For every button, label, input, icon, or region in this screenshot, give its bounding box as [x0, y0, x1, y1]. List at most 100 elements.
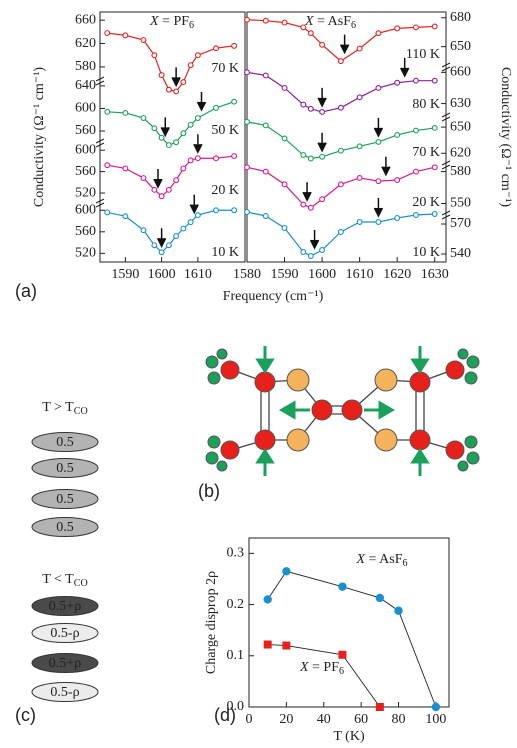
data-point [173, 88, 180, 95]
data-point [165, 86, 172, 93]
data-point [394, 131, 401, 138]
data-point [394, 79, 401, 86]
state-title: T > TCO [42, 400, 88, 417]
y-tick-label: 600 [75, 142, 96, 157]
data-point [281, 135, 288, 142]
data-point [173, 139, 180, 146]
series-label: 110 K [406, 47, 440, 62]
data-point [140, 115, 147, 121]
data-point [187, 121, 194, 128]
spectrum-line [246, 71, 435, 113]
data-point [194, 212, 201, 219]
data-point [244, 69, 250, 76]
axis-break [441, 62, 451, 72]
x-tick-label: 100 [425, 712, 446, 727]
data-point [213, 45, 219, 52]
peak-arrow [160, 117, 170, 138]
data-point [337, 58, 344, 65]
data-point [231, 98, 238, 105]
molecule-site [31, 517, 99, 537]
series-label: X = PF6 [299, 660, 344, 677]
data-point [356, 219, 363, 225]
data-point [307, 253, 314, 259]
data-point [300, 24, 307, 31]
peak-arrow [373, 117, 384, 138]
data-point [375, 138, 382, 145]
x-tick-label: 0 [246, 712, 253, 727]
site-charge: 0.5-ρ [50, 626, 79, 641]
data-point [180, 225, 187, 232]
data-point [319, 153, 326, 160]
peak-arrow [196, 91, 207, 112]
data-point [375, 85, 382, 91]
data-point [244, 209, 250, 215]
peak-arrow [153, 169, 163, 189]
x-tick-label: 1610 [346, 267, 374, 282]
panel-title: X = AsF6 [304, 14, 356, 31]
molecule-site [31, 489, 99, 509]
data-point [140, 37, 147, 43]
y-tick-label: 0.0 [227, 699, 245, 714]
data-point [151, 125, 158, 132]
data-point [300, 249, 307, 255]
y-tick-label: 550 [450, 196, 471, 211]
data-point [431, 702, 441, 712]
data-point [413, 212, 419, 218]
y-tick-label: 640 [75, 78, 96, 93]
data-point [307, 30, 314, 37]
panel-label: (c) [15, 705, 36, 725]
x-axis-label: T (K) [333, 729, 365, 744]
data-point [307, 105, 314, 112]
data-point [394, 177, 401, 184]
data-point [158, 193, 165, 200]
data-point [104, 30, 111, 36]
data-point [194, 155, 201, 162]
series-line [267, 570, 437, 708]
site-charge: 0.5-ρ [50, 685, 79, 700]
plot-frame [248, 537, 450, 708]
data-point [244, 16, 250, 23]
data-point [104, 162, 111, 169]
spectrum-line [246, 166, 435, 209]
axis-break [95, 198, 105, 208]
molecule-site [31, 623, 99, 643]
data-point [337, 104, 344, 111]
peak-arrow [373, 198, 384, 218]
spectrum-line [246, 19, 435, 62]
peak-arrow [317, 87, 327, 108]
peak-arrow [171, 67, 181, 88]
data-point [173, 233, 180, 240]
data-point [413, 24, 419, 31]
panel-label: (a) [15, 281, 37, 301]
data-point [104, 108, 111, 115]
spectrum-line [107, 32, 235, 93]
data-point [375, 30, 382, 37]
y-tick-label: 650 [450, 39, 471, 54]
data-point [151, 52, 158, 59]
data-point [281, 85, 288, 91]
data-point [158, 72, 165, 79]
data-point [231, 153, 238, 160]
x-tick-label: 1630 [421, 267, 449, 282]
peak-arrow [317, 132, 327, 153]
data-point [282, 567, 291, 576]
site-charge: 0.5 [56, 435, 74, 450]
site-charge: 0.5+ρ [49, 656, 81, 671]
data-point [356, 143, 363, 150]
y-tick-label: 630 [450, 96, 471, 111]
axis-break [441, 210, 451, 220]
panel-label: (d) [214, 705, 236, 725]
data-point [356, 94, 363, 101]
y-tick-label: 560 [75, 224, 96, 239]
data-point [356, 175, 363, 181]
data-point [122, 213, 129, 220]
plot-frame [99, 11, 246, 263]
data-point [213, 104, 219, 111]
data-point [413, 127, 419, 134]
y-tick-label: 600 [75, 202, 96, 217]
y-axis-label: Conductivity (Ω⁻¹ cm⁻¹) [32, 67, 47, 207]
data-point [122, 32, 129, 39]
data-point [413, 77, 419, 84]
axis-break [441, 112, 451, 122]
data-point [158, 134, 165, 141]
